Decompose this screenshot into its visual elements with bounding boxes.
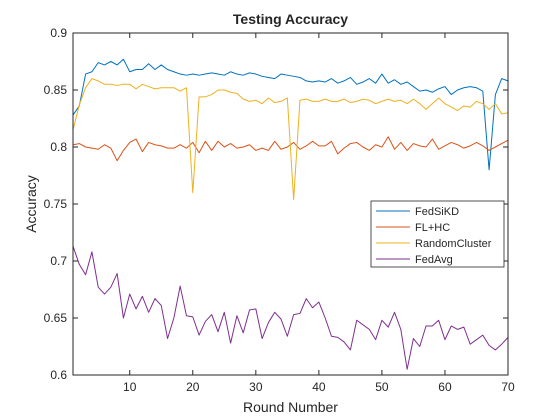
- y-tick-label: 0.9: [50, 26, 67, 40]
- series-line-3: [72, 78, 509, 200]
- x-axis-label: Round Number: [243, 399, 338, 415]
- x-tick-label: 20: [186, 380, 200, 394]
- legend-label: FL+HC: [415, 222, 450, 234]
- y-tick-label: 0.85: [44, 83, 68, 97]
- legend-label: FedSiKD: [415, 206, 459, 218]
- legend-label: RandomCluster: [415, 238, 492, 250]
- x-tick-label: 50: [375, 380, 389, 394]
- x-tick-label: 70: [501, 380, 515, 394]
- legend-entries: FedSiKD FL+HC RandomCluster FedAvg: [376, 206, 492, 266]
- y-tick-label: 0.6: [50, 368, 67, 382]
- y-tick-label: 0.75: [44, 197, 68, 211]
- chart-title: Testing Accuracy: [233, 11, 348, 27]
- x-tick-label: 40: [312, 380, 326, 394]
- y-tick-label: 0.8: [50, 140, 67, 154]
- x-tick-label: 10: [123, 380, 137, 394]
- legend-label: FedAvg: [415, 254, 453, 266]
- y-tick-label: 0.65: [44, 311, 68, 325]
- x-tick-label: 60: [438, 380, 452, 394]
- y-tick-label: 0.7: [50, 254, 67, 268]
- legend-box: [370, 200, 505, 268]
- y-axis-label: Accuracy: [23, 175, 39, 233]
- legend: FedSiKD FL+HC RandomCluster FedAvg: [370, 200, 505, 268]
- series-line-4: [72, 246, 509, 370]
- series-group: [72, 58, 509, 370]
- series-line-1: [72, 58, 509, 171]
- x-tick-label: 30: [249, 380, 263, 394]
- ticks-group: 10 20 30 40 50 60 70 0.6 0.65 0.7 0.75 0.8 0.85 0.9: [44, 26, 515, 394]
